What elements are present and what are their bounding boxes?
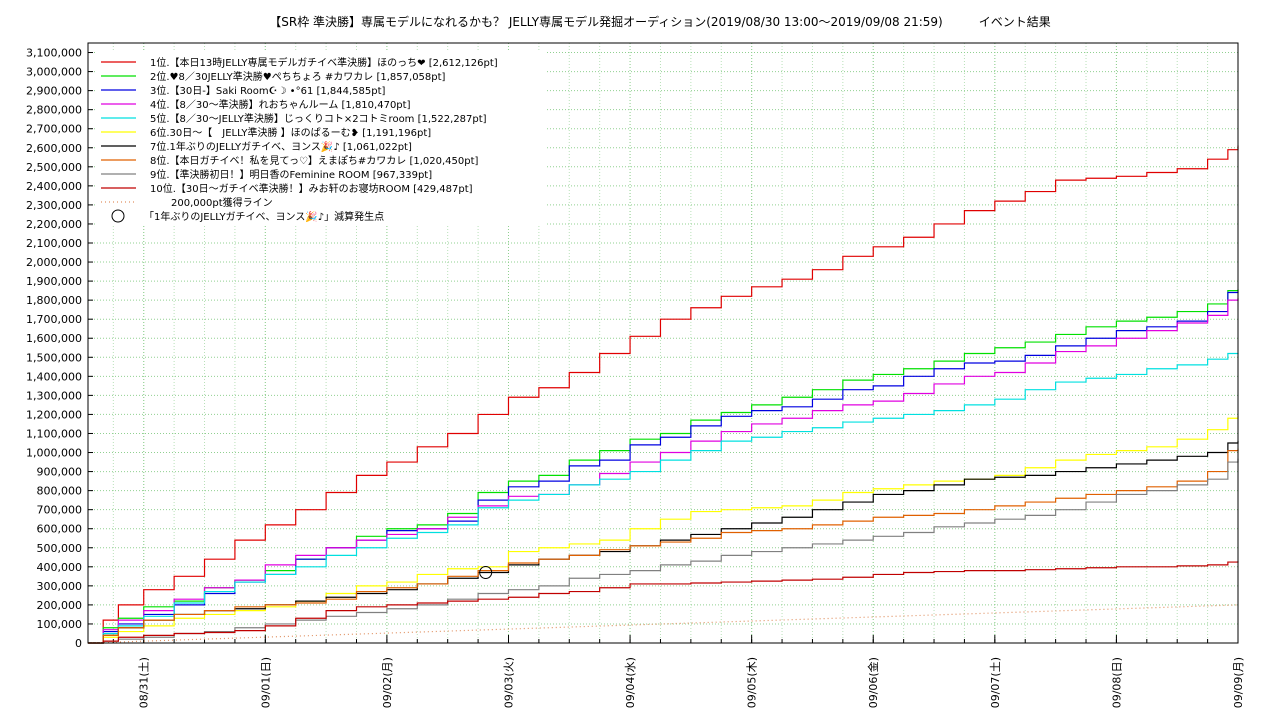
chart-title: 【SR枠 準決勝】専属モデルになれるかも？ JELLY専属モデル発掘オーディショ… [269, 14, 1050, 29]
y-tick-label: 1,600,000 [26, 332, 82, 345]
x-tick-label: 09/09(月) [1232, 657, 1245, 708]
series-line-7 [88, 440, 1239, 644]
y-tick-label: 1,500,000 [26, 351, 82, 364]
y-tick-label: 1,200,000 [26, 408, 82, 421]
y-tick-label: 1,100,000 [26, 427, 82, 440]
y-tick-label: 2,500,000 [26, 161, 82, 174]
legend-background [96, 52, 546, 226]
y-tick-label: 3,000,000 [26, 66, 82, 79]
y-tick-label: 800,000 [37, 485, 83, 498]
y-tick-label: 600,000 [37, 523, 83, 536]
y-tick-label: 2,600,000 [26, 142, 82, 155]
y-tick-label: 2,300,000 [26, 199, 82, 212]
legend-marker-icon [111, 209, 125, 223]
x-tick-label: 09/07(土) [989, 657, 1002, 708]
legend-label-9: 9位.【準決勝初日！】明日香のFeminine ROOM [967,339pt] [150, 168, 432, 181]
x-tick-label: 08/31(土) [138, 657, 151, 708]
legend-label-1: 1位.【本日13時JELLY専属モデルガチイベ準決勝】ほのっち❤ [2,612,… [150, 56, 498, 69]
series-line-10 [88, 561, 1239, 644]
legend-label-3: 3位.【30日-】Saki Room☪☽ •°61 [1,844,585pt] [150, 84, 386, 97]
y-tick-label: 700,000 [37, 504, 83, 517]
x-tick-label: 09/04(水) [624, 657, 637, 708]
y-tick-label: 2,200,000 [26, 218, 82, 231]
x-tick-label: 09/05(木) [746, 657, 759, 708]
series-line-5 [88, 352, 1239, 644]
series-line-6 [88, 416, 1239, 644]
y-tick-label: 3,100,000 [26, 47, 82, 60]
series-line-1 [88, 145, 1239, 644]
y-tick-label: 300,000 [37, 580, 83, 593]
legend-label-5: 5位.【8／30〜JELLY準決勝】じっくりコト×2コトミroom [1,522… [150, 112, 487, 125]
y-tick-label: 1,900,000 [26, 275, 82, 288]
y-tick-label: 400,000 [37, 561, 83, 574]
y-tick-label: 2,800,000 [26, 104, 82, 117]
y-tick-label: 2,000,000 [26, 256, 82, 269]
y-tick-label: 200,000 [37, 599, 83, 612]
legend-label-8: 8位.【本日ガチイベ！私を見てっ♡】えまぽち#カワカレ [1,020,450pt… [150, 154, 479, 167]
y-tick-label: 1,700,000 [26, 313, 82, 326]
y-tick-label: 1,400,000 [26, 370, 82, 383]
series-line-9 [88, 458, 1239, 644]
y-tick-label: 2,400,000 [26, 180, 82, 193]
legend-annotation-label: 「1年ぶりのJELLYガチイベ、ヨンス🎉♪」減算発生点 [144, 210, 384, 223]
legend-label-11: 200,000pt獲得ライン [171, 196, 273, 209]
x-tick-label: 09/01(日) [259, 657, 272, 708]
legend-label-7: 7位.1年ぶりのJELLYガチイベ、ヨンス🎉♪ [1,061,022pt] [150, 140, 412, 153]
y-tick-label: 1,300,000 [26, 389, 82, 402]
y-tick-label: 1,000,000 [26, 447, 82, 460]
y-tick-label: 2,100,000 [26, 237, 82, 250]
y-tick-label: 1,800,000 [26, 294, 82, 307]
x-tick-label: 09/02(月) [381, 657, 394, 708]
series-line-2 [88, 289, 1239, 644]
x-tick-label: 09/08(日) [1110, 657, 1123, 708]
y-tick-label: 2,700,000 [26, 123, 82, 136]
legend-label-2: 2位.♥8／30JELLY準決勝♥ぺちちょろ #カワカレ [1,857,058p… [150, 70, 446, 83]
legend-label-4: 4位.【8／30〜準決勝】れおちゃんルーム [1,810,470pt] [150, 98, 411, 111]
y-tick-label: 900,000 [37, 466, 83, 479]
series-line-8 [88, 448, 1239, 644]
legend-label-6: 6位.30日〜【 JELLY準決勝 】ほのぱるーむ❥ [1,191,196pt] [150, 126, 431, 139]
y-tick-label: 500,000 [37, 542, 83, 555]
series-line-3 [88, 291, 1239, 644]
y-tick-label: 100,000 [37, 618, 83, 631]
series-line-4 [88, 298, 1239, 644]
x-tick-label: 09/06(金) [866, 657, 880, 708]
legend-label-10: 10位.【30日〜ガチイベ準決勝！】みお轩のお寝坊ROOM [429,487pt… [150, 182, 473, 195]
y-tick-label: 2,900,000 [26, 85, 82, 98]
annotation-marker-1 [479, 566, 493, 580]
y-tick-label: 0 [75, 637, 82, 650]
plot-frame [87, 42, 1239, 644]
x-tick-label: 09/03(火) [502, 657, 515, 708]
